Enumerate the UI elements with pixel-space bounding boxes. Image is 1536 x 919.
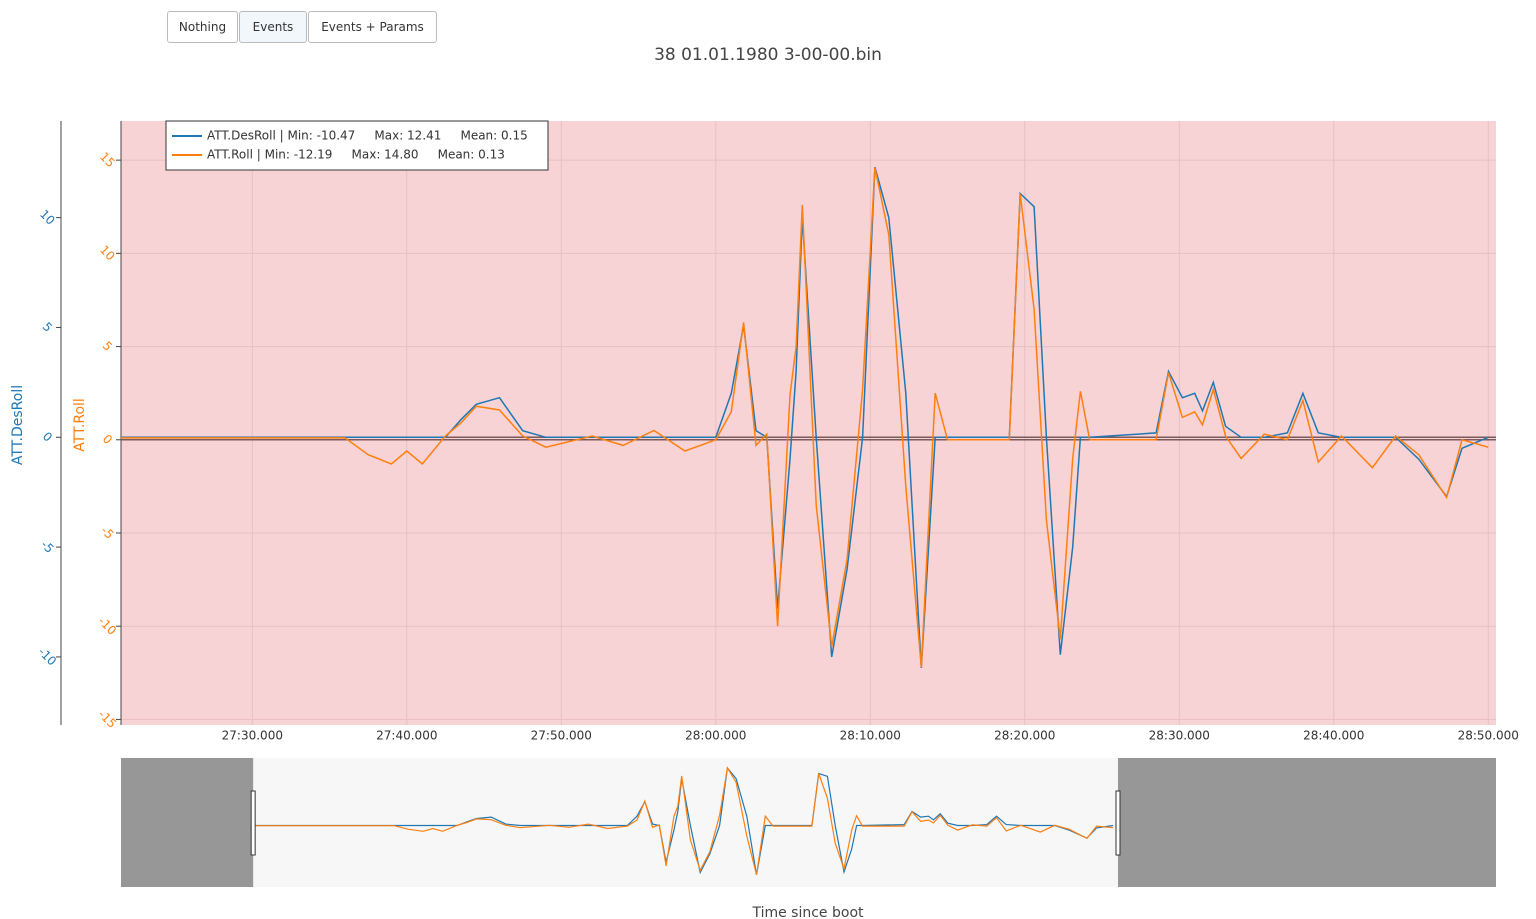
rangeslider-handle [1115,790,1121,856]
y-tick-label: -10 [35,645,59,669]
y2-tick-label: 10 [97,243,118,264]
x-tick-label: 28:00.000 [685,729,746,743]
series-line [121,167,1489,668]
legend-label: ATT.Roll | Min: -12.19 Max: 14.80 Mean: … [207,148,505,162]
x-tick-label: 28:10.000 [840,729,901,743]
y2-tick-label: -10 [95,614,119,638]
y2-axis-title: ATT.Roll [72,398,88,452]
y2-tick-label: -5 [98,523,116,541]
chart-title: 38 01.01.1980 3-00-00.bin [654,45,882,65]
x-tick-label: 28:20.000 [994,729,1055,743]
rangeslider-mask [121,758,254,887]
x-tick-label: 28:50.000 [1458,729,1519,743]
y-tick-label: 10 [37,207,58,228]
button[interactable]: Nothing [167,11,238,43]
y-tick-label: 5 [40,319,55,334]
y-tick-label: 0 [40,429,55,444]
plot-background [121,121,1496,725]
y2-tick-label: -15 [95,707,119,731]
rangeslider-mask [1117,758,1496,887]
rangeslider-background [121,758,1496,887]
x-tick-label: 27:50.000 [531,729,592,743]
y2-tick-label: 0 [100,432,115,447]
button[interactable]: Events [239,11,307,43]
legend-box [165,120,549,171]
rangeslider-handle [250,790,256,856]
y-axis-title: ATT.DesRoll [10,385,26,465]
y2-tick-label: 5 [100,339,115,354]
x-tick-label: 28:40.000 [1303,729,1364,743]
y-tick-label: -5 [38,538,56,556]
x-tick-label: 27:30.000 [222,729,283,743]
x-axis-title: Time since boot [751,905,864,919]
rangeslider-line [253,766,1114,875]
y2-tick-label: 15 [97,149,118,170]
series-line [121,166,1489,668]
x-tick-label: 28:30.000 [1149,729,1210,743]
legend-label: ATT.DesRoll | Min: -10.47 Max: 12.41 Mea… [207,129,528,143]
rangeslider-line [253,766,1114,875]
x-tick-label: 27:40.000 [376,729,437,743]
button[interactable]: Events + Params [308,11,437,43]
